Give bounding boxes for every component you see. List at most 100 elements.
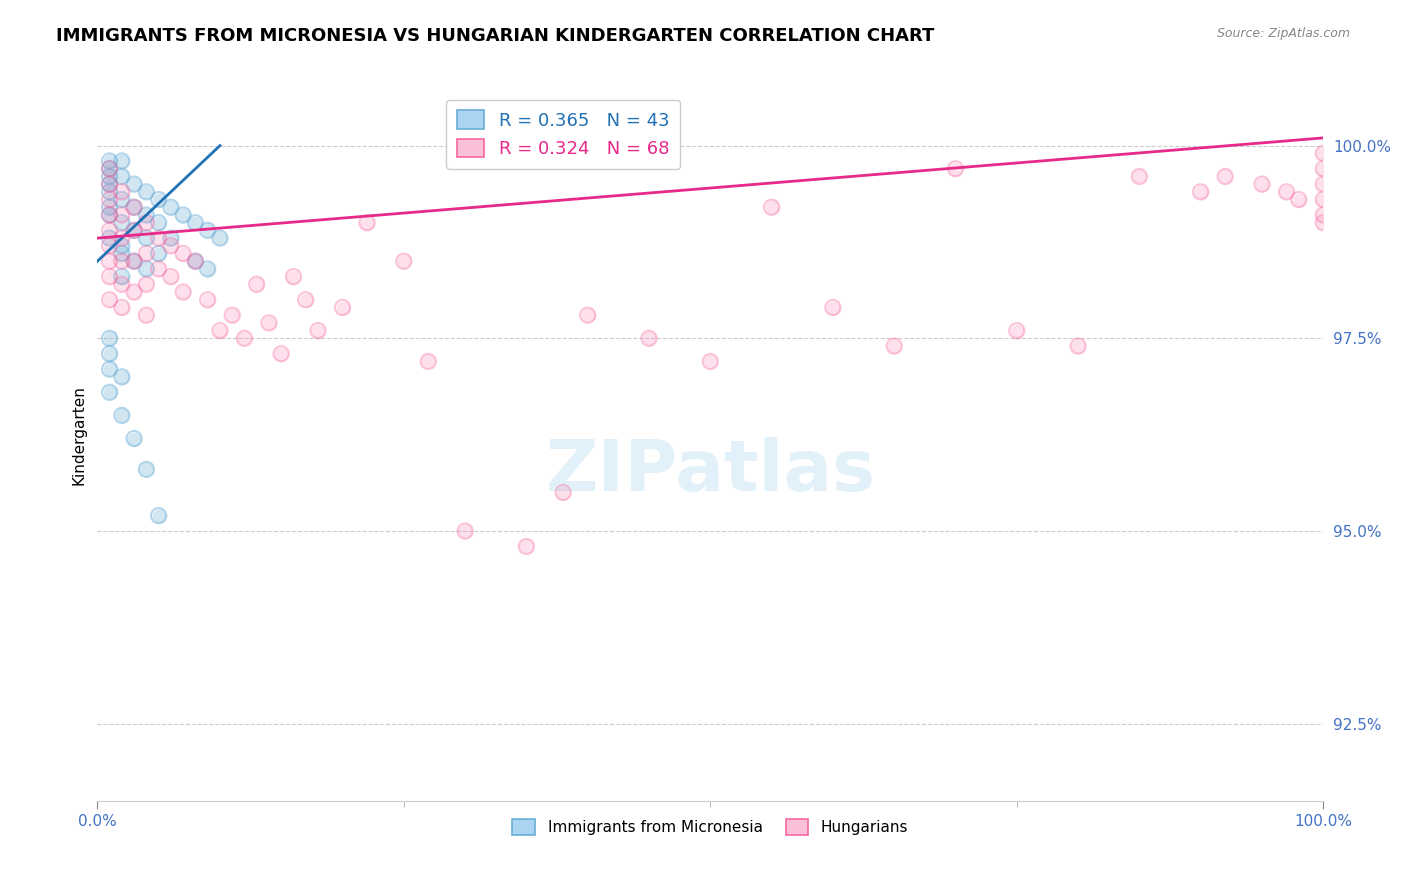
Point — [111, 370, 134, 384]
Point — [233, 331, 256, 345]
Point — [135, 462, 157, 476]
Point — [553, 485, 575, 500]
Point — [148, 508, 170, 523]
Point — [160, 269, 183, 284]
Point — [283, 269, 305, 284]
Point — [270, 347, 292, 361]
Point — [122, 200, 145, 214]
Point — [98, 154, 121, 169]
Point — [1312, 193, 1334, 207]
Point — [122, 223, 145, 237]
Point — [111, 193, 134, 207]
Point — [122, 177, 145, 191]
Point — [1288, 193, 1310, 207]
Point — [122, 177, 145, 191]
Point — [1067, 339, 1090, 353]
Point — [98, 362, 121, 376]
Point — [515, 540, 537, 554]
Point — [1312, 208, 1334, 222]
Point — [135, 246, 157, 260]
Point — [1067, 339, 1090, 353]
Point — [98, 161, 121, 176]
Point — [246, 277, 269, 292]
Point — [98, 185, 121, 199]
Point — [184, 254, 207, 268]
Point — [821, 301, 844, 315]
Point — [111, 231, 134, 245]
Point — [122, 254, 145, 268]
Point — [172, 285, 194, 299]
Point — [1005, 324, 1028, 338]
Point — [111, 254, 134, 268]
Point — [184, 254, 207, 268]
Point — [1189, 185, 1212, 199]
Point — [160, 239, 183, 253]
Point — [1312, 216, 1334, 230]
Point — [98, 169, 121, 184]
Point — [233, 331, 256, 345]
Point — [257, 316, 280, 330]
Point — [1312, 208, 1334, 222]
Point — [111, 254, 134, 268]
Point — [553, 485, 575, 500]
Point — [184, 216, 207, 230]
Point — [135, 208, 157, 222]
Point — [197, 293, 219, 307]
Point — [699, 354, 721, 368]
Point — [294, 293, 316, 307]
Point — [1275, 185, 1298, 199]
Point — [111, 208, 134, 222]
Point — [148, 246, 170, 260]
Point — [98, 200, 121, 214]
Point — [283, 269, 305, 284]
Point — [98, 362, 121, 376]
Point — [111, 269, 134, 284]
Point — [160, 231, 183, 245]
Point — [111, 239, 134, 253]
Point — [111, 277, 134, 292]
Point — [111, 277, 134, 292]
Point — [454, 524, 477, 538]
Point — [1312, 177, 1334, 191]
Point — [122, 254, 145, 268]
Point — [98, 177, 121, 191]
Point — [98, 177, 121, 191]
Point — [122, 200, 145, 214]
Point — [111, 216, 134, 230]
Point — [160, 239, 183, 253]
Point — [98, 177, 121, 191]
Point — [135, 208, 157, 222]
Point — [135, 262, 157, 277]
Text: Source: ZipAtlas.com: Source: ZipAtlas.com — [1216, 27, 1350, 40]
Point — [98, 208, 121, 222]
Point — [135, 216, 157, 230]
Point — [98, 347, 121, 361]
Point — [945, 161, 967, 176]
Point — [197, 223, 219, 237]
Point — [197, 223, 219, 237]
Point — [122, 223, 145, 237]
Point — [1128, 169, 1150, 184]
Point — [135, 308, 157, 322]
Point — [98, 223, 121, 237]
Point — [135, 308, 157, 322]
Point — [418, 354, 440, 368]
Point — [148, 216, 170, 230]
Point — [160, 200, 183, 214]
Point — [111, 154, 134, 169]
Point — [111, 246, 134, 260]
Point — [98, 385, 121, 400]
Point — [148, 508, 170, 523]
Point — [98, 154, 121, 169]
Point — [638, 331, 661, 345]
Point — [246, 277, 269, 292]
Point — [122, 285, 145, 299]
Point — [160, 231, 183, 245]
Point — [332, 301, 354, 315]
Point — [98, 200, 121, 214]
Point — [111, 216, 134, 230]
Point — [307, 324, 329, 338]
Point — [576, 308, 599, 322]
Point — [98, 169, 121, 184]
Point — [1213, 169, 1236, 184]
